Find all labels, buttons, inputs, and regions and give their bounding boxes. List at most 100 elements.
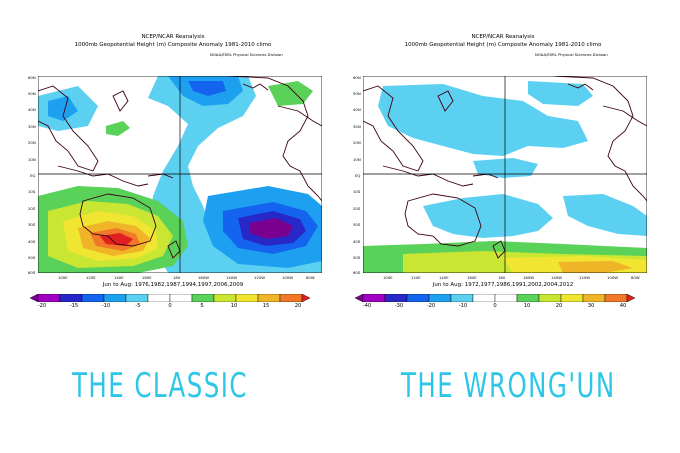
right-title: NCEP/NCAR Reanalysis [471, 34, 535, 40]
lon-label: 180 [173, 275, 181, 280]
lat-label: 20N [353, 140, 361, 145]
colorbar-tick: -30 [394, 303, 404, 309]
lon-label: 180 [498, 275, 506, 280]
lon-label: 100E [58, 275, 68, 280]
lat-label: 60S [28, 270, 36, 275]
lat-label: 40S [28, 239, 36, 244]
colorbar-swatch [494, 294, 518, 302]
colorbar-swatch [191, 294, 215, 302]
colorbar-tick: -20 [37, 303, 47, 309]
colorbar-high-arrow [626, 294, 635, 302]
colorbar-tick: 0 [168, 303, 172, 309]
lat-label: 60N [353, 75, 361, 80]
lat-label: 10N [28, 157, 36, 162]
lon-label: 120W [579, 275, 591, 280]
colorbar-swatch [560, 294, 584, 302]
colorbar-tick: 15 [262, 303, 270, 309]
lat-label: 30N [353, 124, 361, 129]
colorbar-swatch [604, 294, 628, 302]
classic-headline: THE CLASSIC [72, 366, 248, 406]
right-colorbar [355, 294, 635, 302]
colorbar-tick: 40 [619, 303, 627, 309]
colorbar-swatch [235, 294, 259, 302]
colorbar-swatch [147, 294, 171, 302]
colorbar-swatch [406, 294, 430, 302]
colorbar-tick: 20 [555, 303, 563, 309]
lon-label: 160E [142, 275, 152, 280]
lat-label: 40S [353, 239, 361, 244]
colorbar-swatch [450, 294, 474, 302]
lat-label: 10S [28, 189, 36, 194]
colorbar-swatch [169, 294, 193, 302]
lat-label: EQ [30, 173, 36, 178]
lat-label: 50N [28, 91, 36, 96]
colorbar-tick: 20 [294, 303, 302, 309]
colorbar-swatch [213, 294, 237, 302]
lat-label: 40N [353, 107, 361, 112]
lon-label: 100W [607, 275, 619, 280]
colorbar-swatch [125, 294, 149, 302]
colorbar-swatch [257, 294, 281, 302]
lon-label: 160W [523, 275, 535, 280]
lat-label: 50S [353, 255, 361, 260]
lon-label: 80W [306, 275, 315, 280]
colorbar-swatch [472, 294, 496, 302]
colorbar-high-arrow [301, 294, 310, 302]
colorbar-tick: 5 [200, 303, 204, 309]
colorbar-swatch [279, 294, 303, 302]
right-credit: NOAA/ESRL Physical Sciences Division [535, 52, 608, 57]
colorbar-swatch [103, 294, 127, 302]
lon-label: 160E [467, 275, 477, 280]
colorbar-tick: 10 [523, 303, 531, 309]
lat-label: 20S [353, 206, 361, 211]
colorbar-tick: 0 [493, 303, 497, 309]
colorbar-swatch [37, 294, 61, 302]
lat-label: 50S [28, 255, 36, 260]
lat-label: 60S [353, 270, 361, 275]
colorbar-swatch [59, 294, 83, 302]
lat-label: 10N [353, 157, 361, 162]
colorbar-low-arrow [355, 294, 364, 302]
lon-label: 140E [439, 275, 449, 280]
colorbar-swatch [428, 294, 452, 302]
lat-label: 30N [28, 124, 36, 129]
right-anomaly-map [363, 76, 647, 273]
left-title: NCEP/NCAR Reanalysis [141, 34, 205, 40]
colorbar-tick: -5 [135, 303, 141, 309]
lon-label: 120E [411, 275, 421, 280]
lat-label: 30S [28, 222, 36, 227]
lon-label: 100E [383, 275, 393, 280]
colorbar-swatch [362, 294, 386, 302]
lon-label: 140W [226, 275, 238, 280]
colorbar-swatch [81, 294, 105, 302]
left-date-list: Jun to Aug: 1976,1982,1987,1994,1997,200… [102, 282, 244, 288]
lon-label: 80W [631, 275, 640, 280]
lat-label: 30S [353, 222, 361, 227]
colorbar-swatch [516, 294, 540, 302]
colorbar-tick: -15 [69, 303, 79, 309]
lat-label: 20N [28, 140, 36, 145]
colorbar-swatch [538, 294, 562, 302]
lat-label: 50N [353, 91, 361, 96]
colorbar-tick: 10 [230, 303, 238, 309]
colorbar-swatch [582, 294, 606, 302]
colorbar-tick: -10 [458, 303, 468, 309]
lat-label: 40N [28, 107, 36, 112]
right-date-list: Jun to Aug: 1972,1977,1986,1991,2002,200… [432, 282, 574, 288]
left-subtitle: 1000mb Geopotential Height (m) Composite… [74, 42, 272, 48]
left-colorbar [30, 294, 310, 302]
lon-label: 120W [254, 275, 266, 280]
colorbar-tick: -10 [101, 303, 111, 309]
right-subtitle: 1000mb Geopotential Height (m) Composite… [404, 42, 602, 48]
lon-label: 100W [282, 275, 294, 280]
left-anomaly-map [38, 76, 322, 273]
colorbar-tick: -40 [362, 303, 372, 309]
lon-label: 120E [86, 275, 96, 280]
lon-label: 140E [114, 275, 124, 280]
lon-label: 160W [198, 275, 210, 280]
lat-label: EQ [355, 173, 361, 178]
left-credit: NOAA/ESRL Physical Sciences Division [210, 52, 283, 57]
lat-label: 10S [353, 189, 361, 194]
lat-label: 20S [28, 206, 36, 211]
colorbar-swatch [384, 294, 408, 302]
